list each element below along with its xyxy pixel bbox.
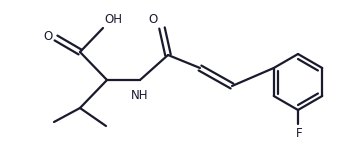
Text: O: O [149,13,158,26]
Text: F: F [296,127,302,140]
Text: O: O [44,31,53,44]
Text: OH: OH [104,13,122,26]
Text: NH: NH [131,89,149,102]
